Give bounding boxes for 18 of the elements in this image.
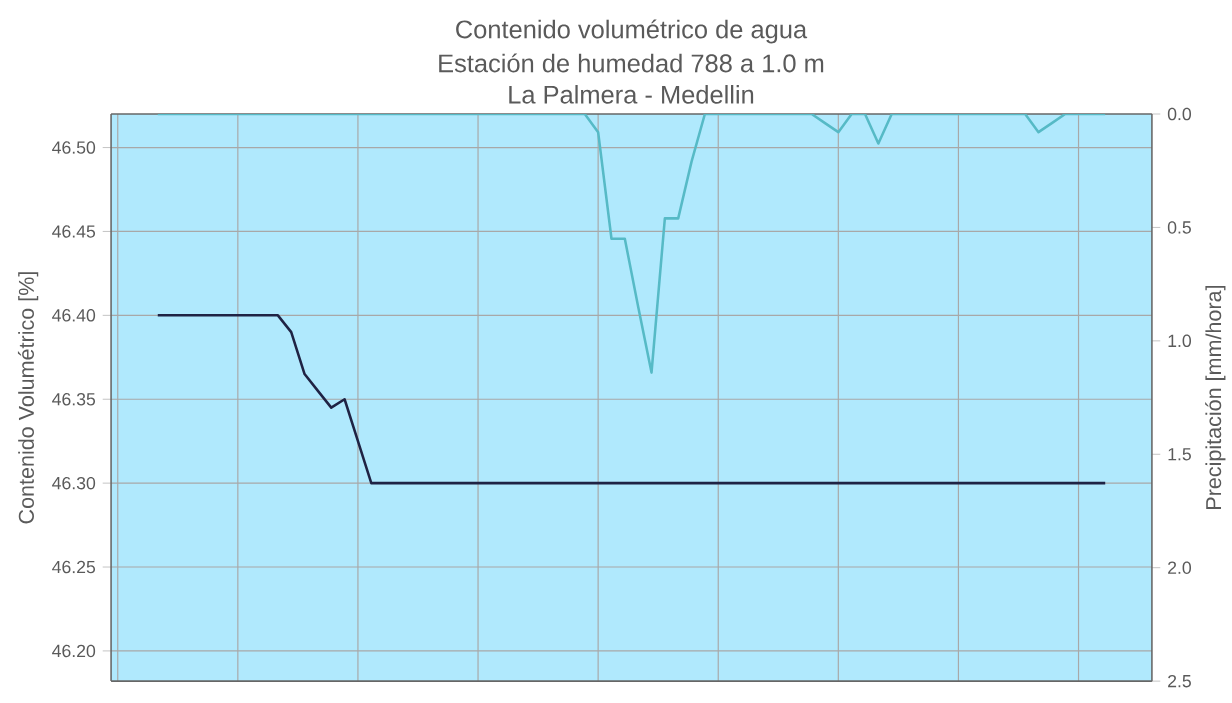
chart-subtitle: Estación de humedad 788 a 1.0 m (439, 53, 824, 73)
y2-tick-label: 1.0 (1168, 334, 1192, 348)
text: La Palmera - Medellin (509, 85, 754, 104)
chart-title: Contenido volumétrico de agua (456, 19, 808, 44)
y-tick-label: 46.40 (52, 309, 96, 322)
y2-tick-label: 0.0 (1167, 107, 1192, 121)
y-tick-label: 46.45 (52, 225, 96, 238)
y-tick-label: 46.30 (52, 476, 96, 490)
y2-tick-label: 0.5 (1167, 221, 1191, 234)
y-tick-label: 46.25 (52, 560, 96, 574)
y-tick-label: 46.20 (52, 644, 96, 658)
y2-tick-label: 1.5 (1168, 448, 1191, 461)
y-tick-label: 46.35 (52, 393, 96, 406)
y2-tick-label: 2.0 (1168, 561, 1192, 574)
y-axis-title: Contenido Volumétrico [%] (17, 272, 39, 524)
y2-axis-title: Precipitación [mm/hora] (1205, 286, 1226, 509)
y-tick-label: 46.50 (52, 141, 96, 154)
y2-tick-label: 2.5 (1168, 674, 1191, 688)
